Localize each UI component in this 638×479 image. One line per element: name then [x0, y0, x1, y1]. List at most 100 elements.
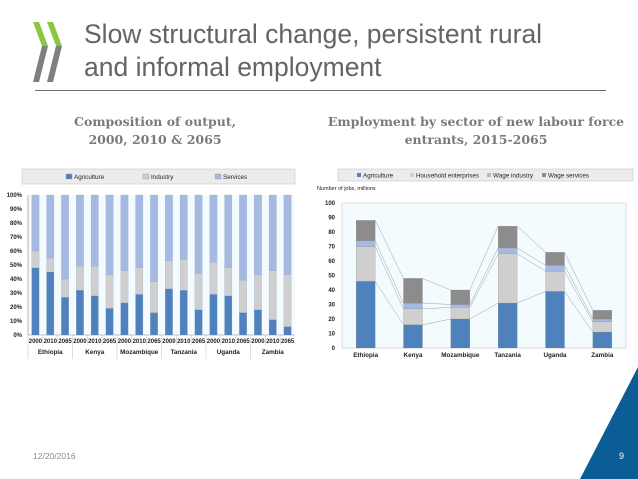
y-tick-label: 30	[328, 303, 335, 309]
x-tick-label: 2000	[207, 339, 221, 345]
left-chart-legend	[21, 168, 296, 185]
bar-segment	[283, 274, 292, 327]
bar-segment	[356, 281, 376, 349]
series-connector-line	[517, 253, 546, 272]
x-tick-label: 2065	[103, 339, 117, 345]
x-tick-label: 2065	[147, 339, 161, 345]
group-label: Uganda	[217, 349, 241, 356]
bar-segment	[239, 194, 247, 281]
slide-date: 12/20/2016	[33, 451, 76, 461]
y-tick-label: 70%	[10, 235, 23, 241]
series-connector-line	[374, 246, 404, 309]
bar-segment	[283, 194, 292, 275]
group-label: Tanzania	[171, 349, 198, 356]
x-tick-label: 2065	[236, 339, 250, 345]
right-plot-area	[341, 202, 627, 349]
y-tick-label: 60	[328, 259, 335, 265]
x-tick-label: 2010	[133, 339, 147, 345]
bar-segment	[135, 194, 144, 268]
series-connector-line	[469, 302, 499, 320]
x-tick-label: 2010	[266, 339, 280, 345]
group-label: Mozambique	[120, 349, 159, 356]
x-tick-label: 2010	[222, 339, 236, 345]
bar-segment	[90, 266, 99, 296]
bar-segment	[403, 324, 423, 349]
right-chart: Agriculture Household enterprises Wage ind…	[317, 168, 634, 359]
bar-segment	[592, 321, 612, 333]
bar-segment	[120, 302, 129, 336]
left-chart-title: Composition of output, 2000, 2010 & 2065	[40, 113, 270, 149]
x-tick-label: 2000	[251, 339, 265, 345]
bar-segment	[450, 289, 470, 305]
x-tick-label: 2010	[177, 339, 191, 345]
bar-segment	[150, 312, 158, 336]
right-chart-legend	[337, 168, 634, 182]
bar-segment	[179, 194, 188, 260]
bar-segment	[90, 295, 99, 336]
bar-segment	[31, 194, 40, 252]
bar-segment	[268, 194, 277, 271]
bar-segment	[239, 280, 247, 313]
x-tick-label: 2000	[118, 339, 132, 345]
bar-segment	[254, 194, 262, 275]
bar-segment	[194, 194, 203, 274]
bar-segment	[165, 194, 173, 261]
bar-segment	[403, 278, 423, 304]
legend-label: Wage services	[548, 173, 589, 180]
bar-segment	[105, 194, 114, 275]
y-tick-label: 20%	[10, 305, 23, 311]
series-connector-line	[374, 220, 404, 279]
bar-segment	[179, 290, 188, 336]
series-connector-line	[516, 226, 546, 253]
y-axis-unit-label: Number of jobs, millions	[317, 186, 376, 192]
right-chart-title-line1: Employment by sector of new labour force	[327, 114, 625, 129]
x-category-label: Uganda	[543, 352, 567, 359]
series-connector-line	[517, 291, 546, 304]
y-tick-label: 50	[328, 274, 335, 280]
bar-segment	[224, 194, 233, 268]
series-connector-line	[469, 253, 499, 308]
bar-segment	[135, 294, 144, 336]
series-connector-line	[374, 240, 404, 304]
bar-segment	[209, 294, 218, 336]
group-label: Kenya	[85, 349, 104, 356]
oecd-logo-icon	[33, 22, 62, 82]
bar-segment	[105, 308, 114, 336]
bar-segment	[194, 309, 203, 336]
bar-segment	[268, 270, 277, 320]
bar-segment	[76, 290, 84, 336]
legend-label: Agriculture	[74, 174, 105, 181]
bar-segment	[356, 246, 376, 282]
x-category-label: Ethiopia	[353, 352, 378, 359]
slide-title-line2: and informal employment	[84, 52, 382, 82]
series-connector-line	[422, 278, 451, 291]
y-tick-label: 20	[328, 317, 335, 323]
legend-swatch-icon	[142, 173, 150, 180]
bar-segment	[356, 240, 376, 247]
legend-swatch-icon	[214, 173, 222, 180]
x-tick-label: 2010	[88, 339, 102, 345]
x-tick-label: 2000	[162, 339, 176, 345]
left-chart-title-line2: 2000, 2010 & 2065	[88, 132, 222, 147]
bar-segment	[592, 310, 612, 320]
bar-segment	[194, 273, 203, 310]
x-category-label: Tanzania	[494, 352, 521, 359]
bar-segment	[90, 194, 99, 267]
series-connector-line	[422, 307, 451, 310]
y-tick-label: 10	[328, 332, 335, 338]
legend-swatch-icon	[357, 173, 361, 177]
x-tick-label: 2010	[44, 339, 58, 345]
bar-segment	[61, 297, 69, 336]
bar-segment	[498, 302, 518, 349]
bar-segment	[224, 295, 233, 336]
y-tick-label: 40	[328, 288, 335, 294]
series-connector-line	[422, 318, 451, 326]
legend-swatch-icon	[410, 173, 414, 177]
bar-segment	[498, 253, 518, 304]
x-category-label: Mozambique	[441, 352, 480, 359]
bar-segment	[150, 194, 158, 282]
left-chart-title-line1: Composition of output,	[74, 114, 236, 129]
slide-title-line1: Slow structural change, persistent rural	[84, 19, 543, 49]
bar-segment	[209, 194, 218, 263]
